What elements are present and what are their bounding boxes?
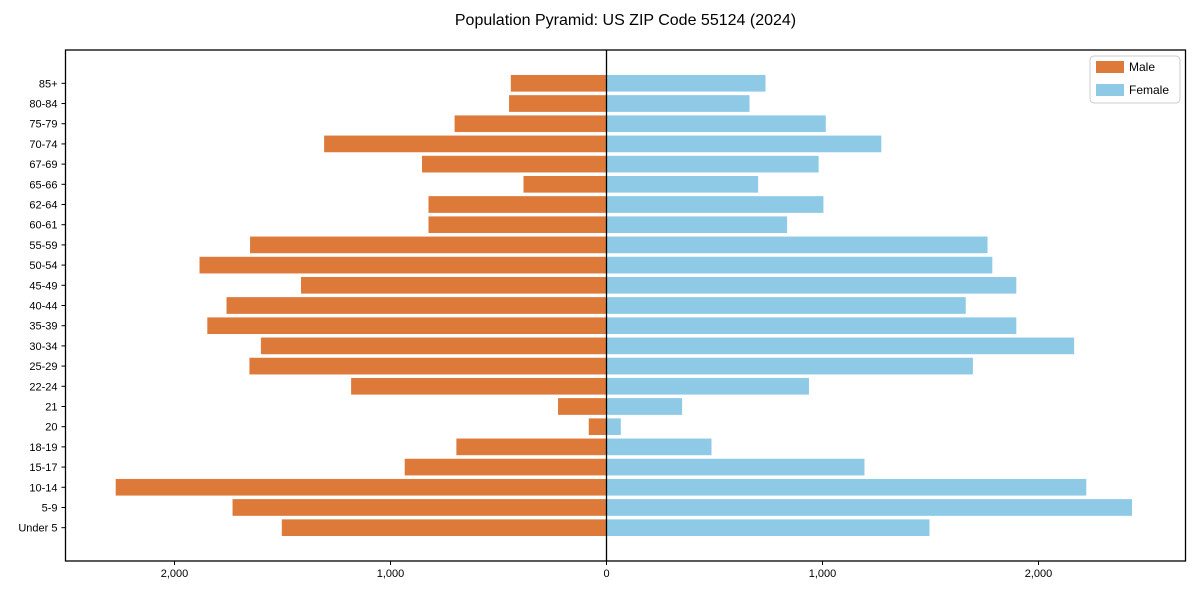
svg-text:40-44: 40-44 (29, 301, 57, 313)
svg-text:62-64: 62-64 (29, 200, 57, 212)
svg-text:22-24: 22-24 (29, 381, 57, 393)
svg-text:21: 21 (45, 401, 57, 413)
svg-text:10-14: 10-14 (29, 482, 57, 494)
svg-text:Under 5: Under 5 (18, 523, 57, 535)
svg-text:25-29: 25-29 (29, 361, 57, 373)
svg-text:20: 20 (45, 422, 57, 434)
svg-text:1,000: 1,000 (377, 568, 405, 580)
svg-text:18-19: 18-19 (29, 442, 57, 454)
svg-text:35-39: 35-39 (29, 321, 57, 333)
svg-text:75-79: 75-79 (29, 119, 57, 131)
svg-text:0: 0 (603, 568, 609, 580)
svg-text:80-84: 80-84 (29, 99, 57, 111)
svg-text:2,000: 2,000 (161, 568, 189, 580)
svg-text:1,000: 1,000 (809, 568, 837, 580)
svg-text:45-49: 45-49 (29, 280, 57, 292)
svg-text:50-54: 50-54 (29, 260, 57, 272)
svg-text:85+: 85+ (39, 78, 58, 90)
svg-text:67-69: 67-69 (29, 159, 57, 171)
svg-text:2,000: 2,000 (1025, 568, 1053, 580)
svg-text:55-59: 55-59 (29, 240, 57, 252)
svg-text:60-61: 60-61 (29, 220, 57, 232)
svg-text:65-66: 65-66 (29, 179, 57, 191)
svg-text:Population Pyramid: US ZIP Cod: Population Pyramid: US ZIP Code 55124 (2… (455, 12, 796, 29)
svg-text:15-17: 15-17 (29, 462, 57, 474)
svg-text:70-74: 70-74 (29, 139, 57, 151)
svg-text:Female: Female (1129, 83, 1169, 97)
svg-text:Male: Male (1129, 60, 1155, 74)
svg-text:5-9: 5-9 (42, 502, 58, 514)
svg-text:30-34: 30-34 (29, 341, 57, 353)
